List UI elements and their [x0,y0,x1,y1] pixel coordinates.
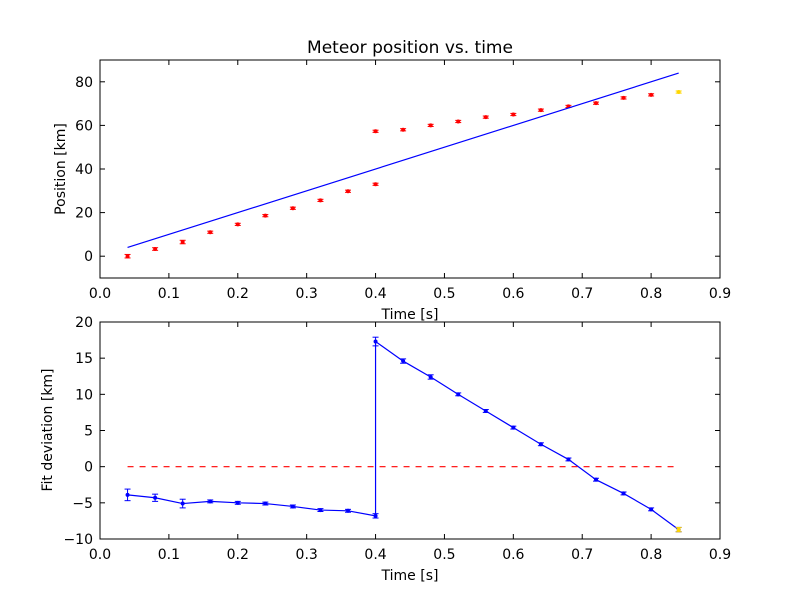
data-point [290,504,295,509]
y-axis-label: Position [km] [53,123,69,215]
y-tick-label: 60 [75,118,93,134]
x-tick-label: 0.5 [433,547,455,563]
y-tick-label: 40 [75,162,93,178]
data-point [125,492,130,497]
x-axis-label: Time [s] [381,307,439,323]
y-tick-label: 80 [75,75,93,91]
x-tick-label: 0.6 [502,547,524,563]
x-tick-label: 0.4 [364,286,386,302]
x-tick-label: 0.7 [571,547,593,563]
x-tick-label: 0.8 [640,547,662,563]
x-tick-label: 0.5 [433,286,455,302]
position-vs-time-panel: Meteor position vs. time Time [s] Positi… [53,38,731,323]
data-point [649,507,654,512]
x-axis-label: Time [s] [381,568,439,584]
data-point [456,119,461,124]
data-point [676,527,681,532]
data-point [235,500,240,505]
series-line [127,72,679,249]
data-point [401,127,406,132]
y-tick-label: 20 [75,315,93,331]
x-tick-label: 0.8 [640,286,662,302]
data-point [263,501,268,506]
data-point [373,513,378,518]
plot-frame [99,321,721,540]
plot-frame [99,59,721,279]
data-point [318,198,323,203]
data-point [153,247,158,252]
x-tick-label: 0.7 [571,286,593,302]
data-point [208,230,213,235]
y-tick-label: 10 [75,387,93,403]
data-point [180,240,185,245]
data-point [373,129,378,134]
data-point [208,499,213,504]
data-point [428,374,433,379]
x-tick-label: 0.1 [158,547,180,563]
data-point [428,123,433,128]
data-point [538,442,543,447]
data-point [538,108,543,113]
data-point [594,101,598,106]
data-point [125,254,130,259]
data-point [153,495,158,500]
y-tick-label: 0 [84,249,93,265]
y-tick-label: 20 [75,206,93,222]
fit-deviation-panel: Time [s] Fit deviation [km] 0.0 0.1 0.2 0.3… [40,315,731,584]
y-tick-label: −10 [63,532,93,548]
data-point [318,508,323,513]
data-point [290,206,295,211]
data-point [511,425,516,430]
data-point [676,90,681,95]
data-point [401,359,406,364]
data-point [263,213,268,218]
x-tick-label: 0.1 [158,286,180,302]
data-point [621,491,626,496]
y-axis-label: Fit deviation [km] [40,368,56,491]
chart-title: Meteor position vs. time [307,38,513,58]
x-tick-label: 0.0 [89,286,111,302]
x-tick-label: 0.4 [364,547,386,563]
x-tick-label: 0.2 [227,286,249,302]
x-tick-label: 0.2 [227,547,249,563]
data-point [346,189,350,194]
y-tick-label: 0 [84,460,93,476]
data-point [483,408,488,413]
x-tick-label: 0.0 [89,547,111,563]
x-tick-label: 0.9 [709,547,731,563]
series-line [127,340,680,531]
x-tick-label: 0.3 [296,547,318,563]
data-point [511,112,516,117]
data-point [456,392,461,397]
data-point [566,457,571,462]
x-tick-label: 0.6 [502,286,524,302]
data-point [621,95,626,100]
data-point [373,339,378,344]
data-point [483,115,488,120]
data-point [594,477,598,482]
y-tick-label: 15 [75,351,93,367]
y-tick-label: 5 [84,424,93,440]
data-point [235,222,240,227]
x-tick-label: 0.3 [296,286,318,302]
y-tick-label: −5 [72,496,93,512]
x-tick-label: 0.9 [709,286,731,302]
data-point [649,92,654,97]
data-point [180,501,185,506]
data-point [373,182,378,187]
data-point [346,508,350,513]
